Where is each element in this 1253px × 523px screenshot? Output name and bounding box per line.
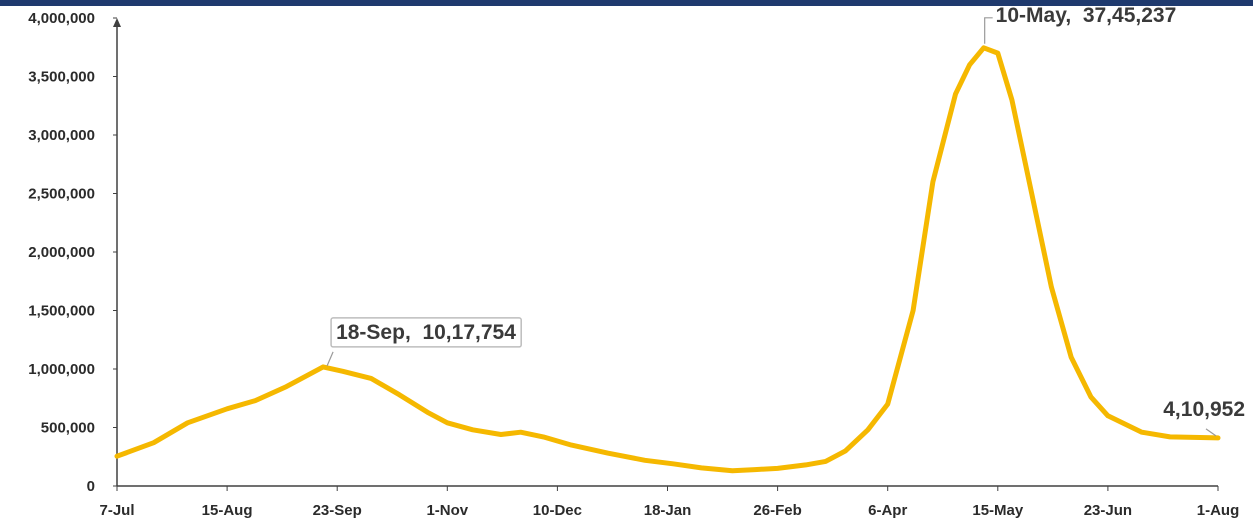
x-tick-label: 6-Apr <box>868 502 907 519</box>
annotation-box <box>330 317 522 348</box>
annotation-leader <box>984 17 993 44</box>
data-annotation: 18-Sep, 10,17,754 <box>326 317 522 367</box>
y-tick-label: 500,000 <box>41 420 95 437</box>
annotation-label: 18-Sep, 10,17,754 <box>336 321 516 344</box>
x-tick-label: 10-Dec <box>533 502 582 519</box>
y-axis-arrow-icon <box>113 18 121 27</box>
x-tick-label: 23-Jun <box>1084 502 1132 519</box>
x-tick-label: 23-Sep <box>313 502 362 519</box>
x-tick-label: 18-Jan <box>644 502 692 519</box>
y-tick-label: 2,000,000 <box>28 244 95 261</box>
x-tick-label: 15-Aug <box>202 502 253 519</box>
annotation-leader <box>1205 428 1217 437</box>
y-tick-label: 2,500,000 <box>28 186 95 203</box>
y-tick-label: 1,000,000 <box>28 361 95 378</box>
annotation-label: 10-May, 37,45,237 <box>996 4 1177 27</box>
x-tick-label: 1-Nov <box>426 502 468 519</box>
data-annotation: 4,10,952 <box>1163 398 1245 437</box>
x-tick-label: 1-Aug <box>1197 502 1240 519</box>
y-tick-label: 4,000,000 <box>28 10 95 27</box>
series-line <box>114 45 1221 474</box>
x-axis: 7-Jul 15-Aug 23-Sep 1-Nov 10-Dec 18-Jan 26-Feb… <box>99 486 1239 519</box>
y-tick-label: 3,000,000 <box>28 127 95 144</box>
y-tick-label: 3,500,000 <box>28 69 95 86</box>
x-tick-label: 15-May <box>972 502 1024 519</box>
y-tick-label: 1,500,000 <box>28 303 95 320</box>
x-tick-label: 7-Jul <box>99 502 134 519</box>
annotation-label: 4,10,952 <box>1163 398 1245 421</box>
data-annotation: 10-May, 37,45,237 <box>984 4 1177 44</box>
top-banner-bar <box>0 0 1253 6</box>
y-axis: 0 500,000 1,000,000 1,500,000 2,000,000 2,500… <box>28 10 117 495</box>
annotation-leader <box>326 351 334 367</box>
x-tick-label: 26-Feb <box>753 502 801 519</box>
y-tick-label: 0 <box>87 478 95 495</box>
annotations: 18-Sep, 10,17,754 10-May, 37,45,237 4,10,9… <box>326 4 1245 437</box>
